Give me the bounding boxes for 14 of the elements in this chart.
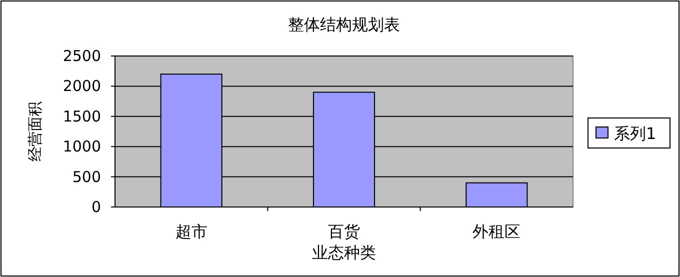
y-tick-label: 0: [91, 198, 101, 216]
bar: [466, 182, 528, 208]
y-tick-label: 2000: [62, 77, 101, 96]
y-axis-title: 经营面积: [26, 102, 44, 162]
x-tick-label: 超市: [175, 222, 208, 241]
legend-label: 系列1: [614, 124, 656, 143]
y-tick-label: 2500: [62, 47, 101, 65]
y-tick-label: 1500: [62, 107, 101, 126]
x-tick-label: 外租区: [472, 222, 521, 241]
x-tick-label: 百货: [328, 222, 360, 241]
y-tick-label: 1000: [62, 138, 101, 156]
chart-title: 整体结构规划表: [288, 15, 400, 34]
y-tick-label: 500: [72, 168, 101, 186]
x-axis-title: 业态种类: [312, 243, 376, 262]
